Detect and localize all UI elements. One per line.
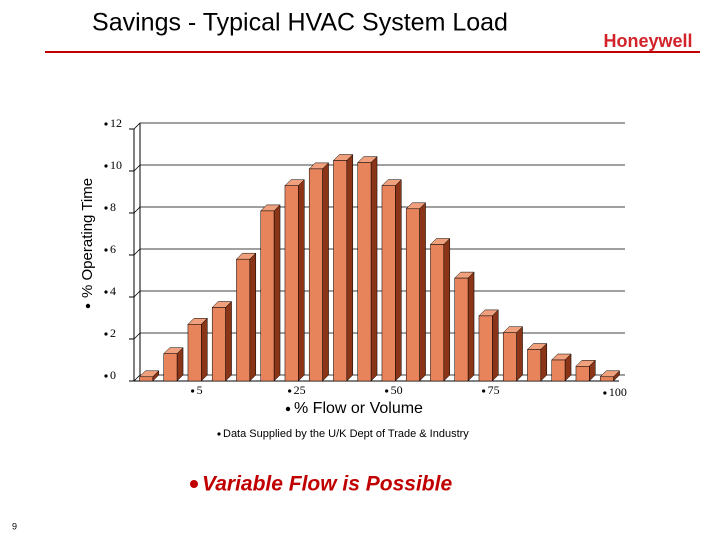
bar-side <box>467 271 475 382</box>
bar-side <box>322 162 329 382</box>
bullet <box>104 164 108 168</box>
bar-side <box>443 237 451 382</box>
bullet <box>190 480 198 488</box>
bar-side <box>225 300 232 382</box>
bar <box>308 168 323 382</box>
y-tick-label: 0 <box>110 368 116 382</box>
bar-side <box>298 179 305 382</box>
bar-side <box>516 326 523 382</box>
bullet <box>104 248 108 252</box>
x-tick-label: 25 <box>294 383 306 397</box>
bar <box>430 244 445 382</box>
bar <box>163 353 178 382</box>
y-tick-label: 2 <box>110 326 116 340</box>
bar <box>284 185 299 382</box>
bullet <box>603 391 607 395</box>
bar <box>139 376 154 382</box>
grid-depth <box>133 164 141 172</box>
x-tick-label: 100 <box>609 385 627 399</box>
bar-side <box>395 179 402 382</box>
bullet <box>104 122 108 126</box>
bullet <box>191 389 195 393</box>
bar <box>502 332 517 382</box>
y-tick-label: 6 <box>110 242 116 256</box>
bar-side <box>273 204 281 382</box>
y-tick-label: 10 <box>110 158 122 172</box>
grid-depth <box>133 290 141 298</box>
bar <box>527 349 542 382</box>
grid-depth <box>133 374 141 382</box>
y-axis-title: % Operating Time <box>79 178 96 309</box>
plot: 0 2 4 6 8 10 12 5 25 50 75 100 <box>104 116 627 399</box>
bullet <box>104 290 108 294</box>
bullet <box>104 206 108 210</box>
grid-depth <box>133 122 141 130</box>
bar-side <box>419 202 426 382</box>
bar <box>187 324 202 382</box>
headline: Variable Flow is Possible <box>202 473 452 496</box>
bullet <box>482 389 486 393</box>
bar <box>551 359 566 382</box>
grid-depth <box>133 332 141 340</box>
bar <box>357 162 372 382</box>
x-axis-label: % Flow or Volume <box>294 400 423 417</box>
bar-side <box>249 252 257 382</box>
bullet <box>385 389 389 393</box>
bar <box>599 376 614 382</box>
bar <box>575 366 590 382</box>
bar-side <box>346 153 354 382</box>
slide-title: Savings - Typical HVAC System Load <box>92 9 508 37</box>
bullet <box>104 374 108 378</box>
bullet <box>217 432 221 436</box>
x-axis-title: % Flow or Volume <box>285 400 423 417</box>
bar-side <box>201 317 208 382</box>
bar <box>211 307 226 382</box>
bar <box>405 208 420 382</box>
bar-side <box>492 309 499 382</box>
bullet <box>85 303 91 309</box>
bar <box>478 315 493 382</box>
y-tick-label: 8 <box>110 200 116 214</box>
x-tick-label: 75 <box>488 383 500 397</box>
bar <box>454 277 469 382</box>
bar <box>381 185 396 382</box>
grid-depth <box>133 206 141 214</box>
page-number: 9 <box>12 521 17 531</box>
bullet <box>285 406 291 412</box>
bar <box>236 258 251 382</box>
source-note: Data Supplied by the U/K Dept of Trade &… <box>223 428 469 440</box>
bar <box>333 160 348 382</box>
y-tick-label: 12 <box>110 116 122 130</box>
y-axis-label: % Operating Time <box>79 178 96 298</box>
x-tick-label: 5 <box>197 383 203 397</box>
bar-side <box>370 155 378 382</box>
y-tick-label: 4 <box>110 284 116 298</box>
logo: Honeywell <box>603 31 692 51</box>
bar-side <box>540 342 548 382</box>
grid-depth <box>133 248 141 256</box>
bullet <box>288 389 292 393</box>
bullet <box>104 332 108 336</box>
bar <box>260 210 275 382</box>
x-tick-label: 50 <box>391 383 403 397</box>
